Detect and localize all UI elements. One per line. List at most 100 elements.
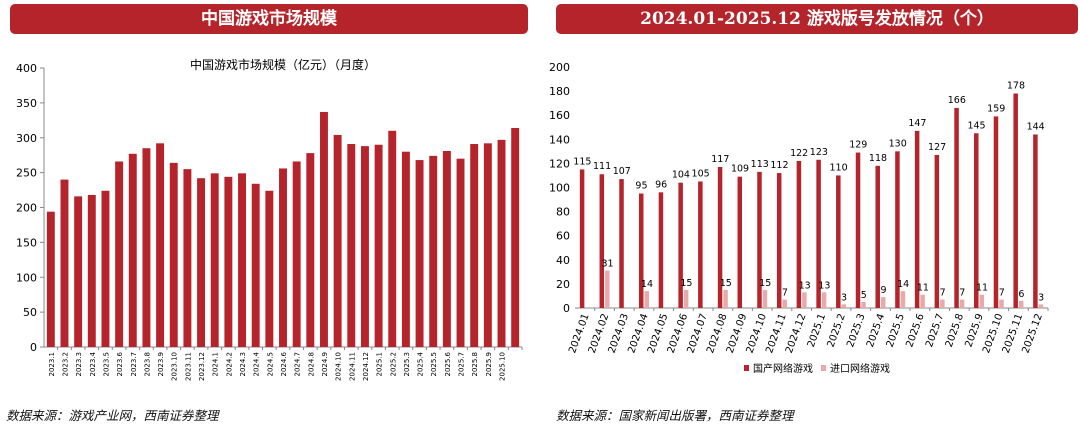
bar-domestic — [579, 169, 585, 308]
y-tick-label: 100 — [16, 271, 37, 284]
bar-domestic — [993, 116, 999, 308]
license-source: 数据来源：国家新闻出版署，西南证券整理 — [556, 408, 794, 423]
data-label-domestic: 118 — [869, 153, 887, 164]
data-label-import: 7 — [940, 288, 946, 299]
x-tick-label: 2023.3 — [75, 352, 83, 377]
bar — [210, 173, 219, 347]
x-tick-label: 2023.1 — [48, 352, 56, 377]
bar-import — [959, 299, 965, 308]
y-tick-label: 80 — [556, 206, 570, 219]
bar — [360, 146, 369, 347]
x-tick-label: 2025.7 — [924, 312, 946, 349]
x-tick-label: 2025.3 — [845, 312, 867, 349]
y-tick-label: 400 — [16, 62, 37, 75]
bar — [374, 144, 383, 347]
bar-import — [821, 292, 827, 308]
x-tick-label: 2024.12 — [362, 352, 370, 381]
legend-label-import: 进口网络游戏 — [830, 362, 890, 375]
data-label-import: 11 — [976, 283, 988, 294]
y-tick-label: 100 — [549, 182, 570, 195]
y-tick-label: 150 — [16, 236, 37, 249]
y-tick-label: 160 — [549, 109, 570, 122]
bar-domestic — [1033, 134, 1038, 308]
bar — [320, 111, 328, 347]
bar-domestic — [599, 174, 605, 308]
bar-domestic — [895, 151, 900, 308]
y-tick-label: 0 — [30, 341, 37, 354]
bar-domestic — [875, 165, 880, 308]
bar — [292, 161, 301, 347]
x-tick-label: 2023.6 — [116, 351, 124, 376]
bar — [128, 153, 137, 347]
bar-domestic — [855, 152, 861, 308]
x-tick-label: 2025.5 — [430, 352, 438, 377]
x-tick-label: 2024.4 — [253, 351, 261, 376]
bar-import — [723, 289, 728, 308]
bar-import — [683, 289, 689, 308]
x-tick-label: 2024.2 — [225, 352, 233, 377]
bar — [483, 143, 492, 347]
data-label-domestic: 147 — [908, 118, 926, 129]
license-banner: 2024.01-2025.12 游戏版号发放情况（个） — [556, 4, 1078, 34]
x-tick-label: 2025.2 — [389, 352, 397, 377]
bar-domestic — [658, 192, 664, 308]
x-tick-label: 2025.9 — [964, 312, 986, 349]
license-panel: 2024.01-2025.12 游戏版号发放情况（个） 0 20 40 60 80 100… — [548, 0, 1080, 425]
bar-domestic — [836, 175, 841, 308]
x-tick-label: 2025.8 — [471, 352, 479, 377]
bar — [224, 176, 233, 347]
data-label-domestic: 159 — [987, 103, 1005, 114]
bar — [183, 169, 192, 347]
chart-title: 中国游戏市场规模（亿元）（月度） — [190, 57, 376, 72]
x-tick-label: 2024.8 — [307, 352, 315, 377]
data-label-import: 13 — [818, 280, 830, 291]
bar-import — [802, 292, 807, 308]
data-label-domestic: 107 — [613, 166, 631, 177]
bar — [429, 155, 438, 347]
x-tick-label: 2024.7 — [294, 352, 302, 377]
bar — [169, 162, 178, 347]
x-tick-label: 2025.8 — [944, 312, 966, 349]
data-label-import: 15 — [720, 278, 732, 289]
x-tick-label: 2025.5 — [885, 312, 907, 349]
bar — [415, 160, 424, 347]
bar — [333, 134, 342, 347]
y-tick-label: 250 — [16, 167, 37, 180]
y-tick-label: 200 — [16, 202, 37, 215]
y-tick-label: 60 — [556, 230, 570, 243]
x-tick-label: 2025.2 — [826, 312, 848, 349]
x-tick-label: 2023.5 — [102, 352, 110, 377]
bar — [470, 144, 479, 347]
bar-domestic — [776, 173, 782, 308]
x-tick-label: 2024.5 — [266, 352, 274, 377]
data-label-domestic: 117 — [711, 154, 729, 165]
data-label-domestic: 96 — [655, 179, 667, 190]
bar — [497, 139, 506, 347]
x-tick-label: 2024.6 — [280, 351, 288, 376]
x-tick-label: 2023.8 — [143, 352, 151, 377]
data-label-domestic: 115 — [573, 156, 591, 167]
x-tick-label: 2024.1 — [212, 352, 220, 377]
x-tick-label: 2025.6 — [904, 312, 926, 349]
data-label-domestic: 95 — [635, 181, 647, 192]
x-tick-label: 2023.12 — [198, 352, 206, 381]
bar-domestic — [638, 193, 644, 308]
license-chart: 0204060801001201401601802001152024.01111… — [549, 61, 1049, 375]
market-size-source: 数据来源：游戏产业网，西南证券整理 — [6, 408, 219, 423]
bar-import — [880, 297, 886, 308]
data-label-import: 3 — [841, 292, 847, 303]
x-tick-label: 2023.7 — [130, 352, 138, 377]
x-tick-label: 2025.1 — [806, 312, 828, 349]
bar-import — [940, 299, 945, 308]
legend-swatch-import — [821, 365, 826, 371]
y-tick-label: 0 — [563, 302, 570, 315]
bar — [238, 173, 246, 347]
bar-import — [841, 304, 847, 308]
data-label-import: 31 — [602, 259, 614, 270]
bar-import — [762, 289, 768, 308]
y-tick-label: 120 — [549, 157, 570, 170]
data-label-import: 7 — [959, 288, 965, 299]
bar — [101, 190, 110, 347]
y-tick-label: 350 — [16, 97, 37, 110]
bar — [251, 183, 260, 347]
